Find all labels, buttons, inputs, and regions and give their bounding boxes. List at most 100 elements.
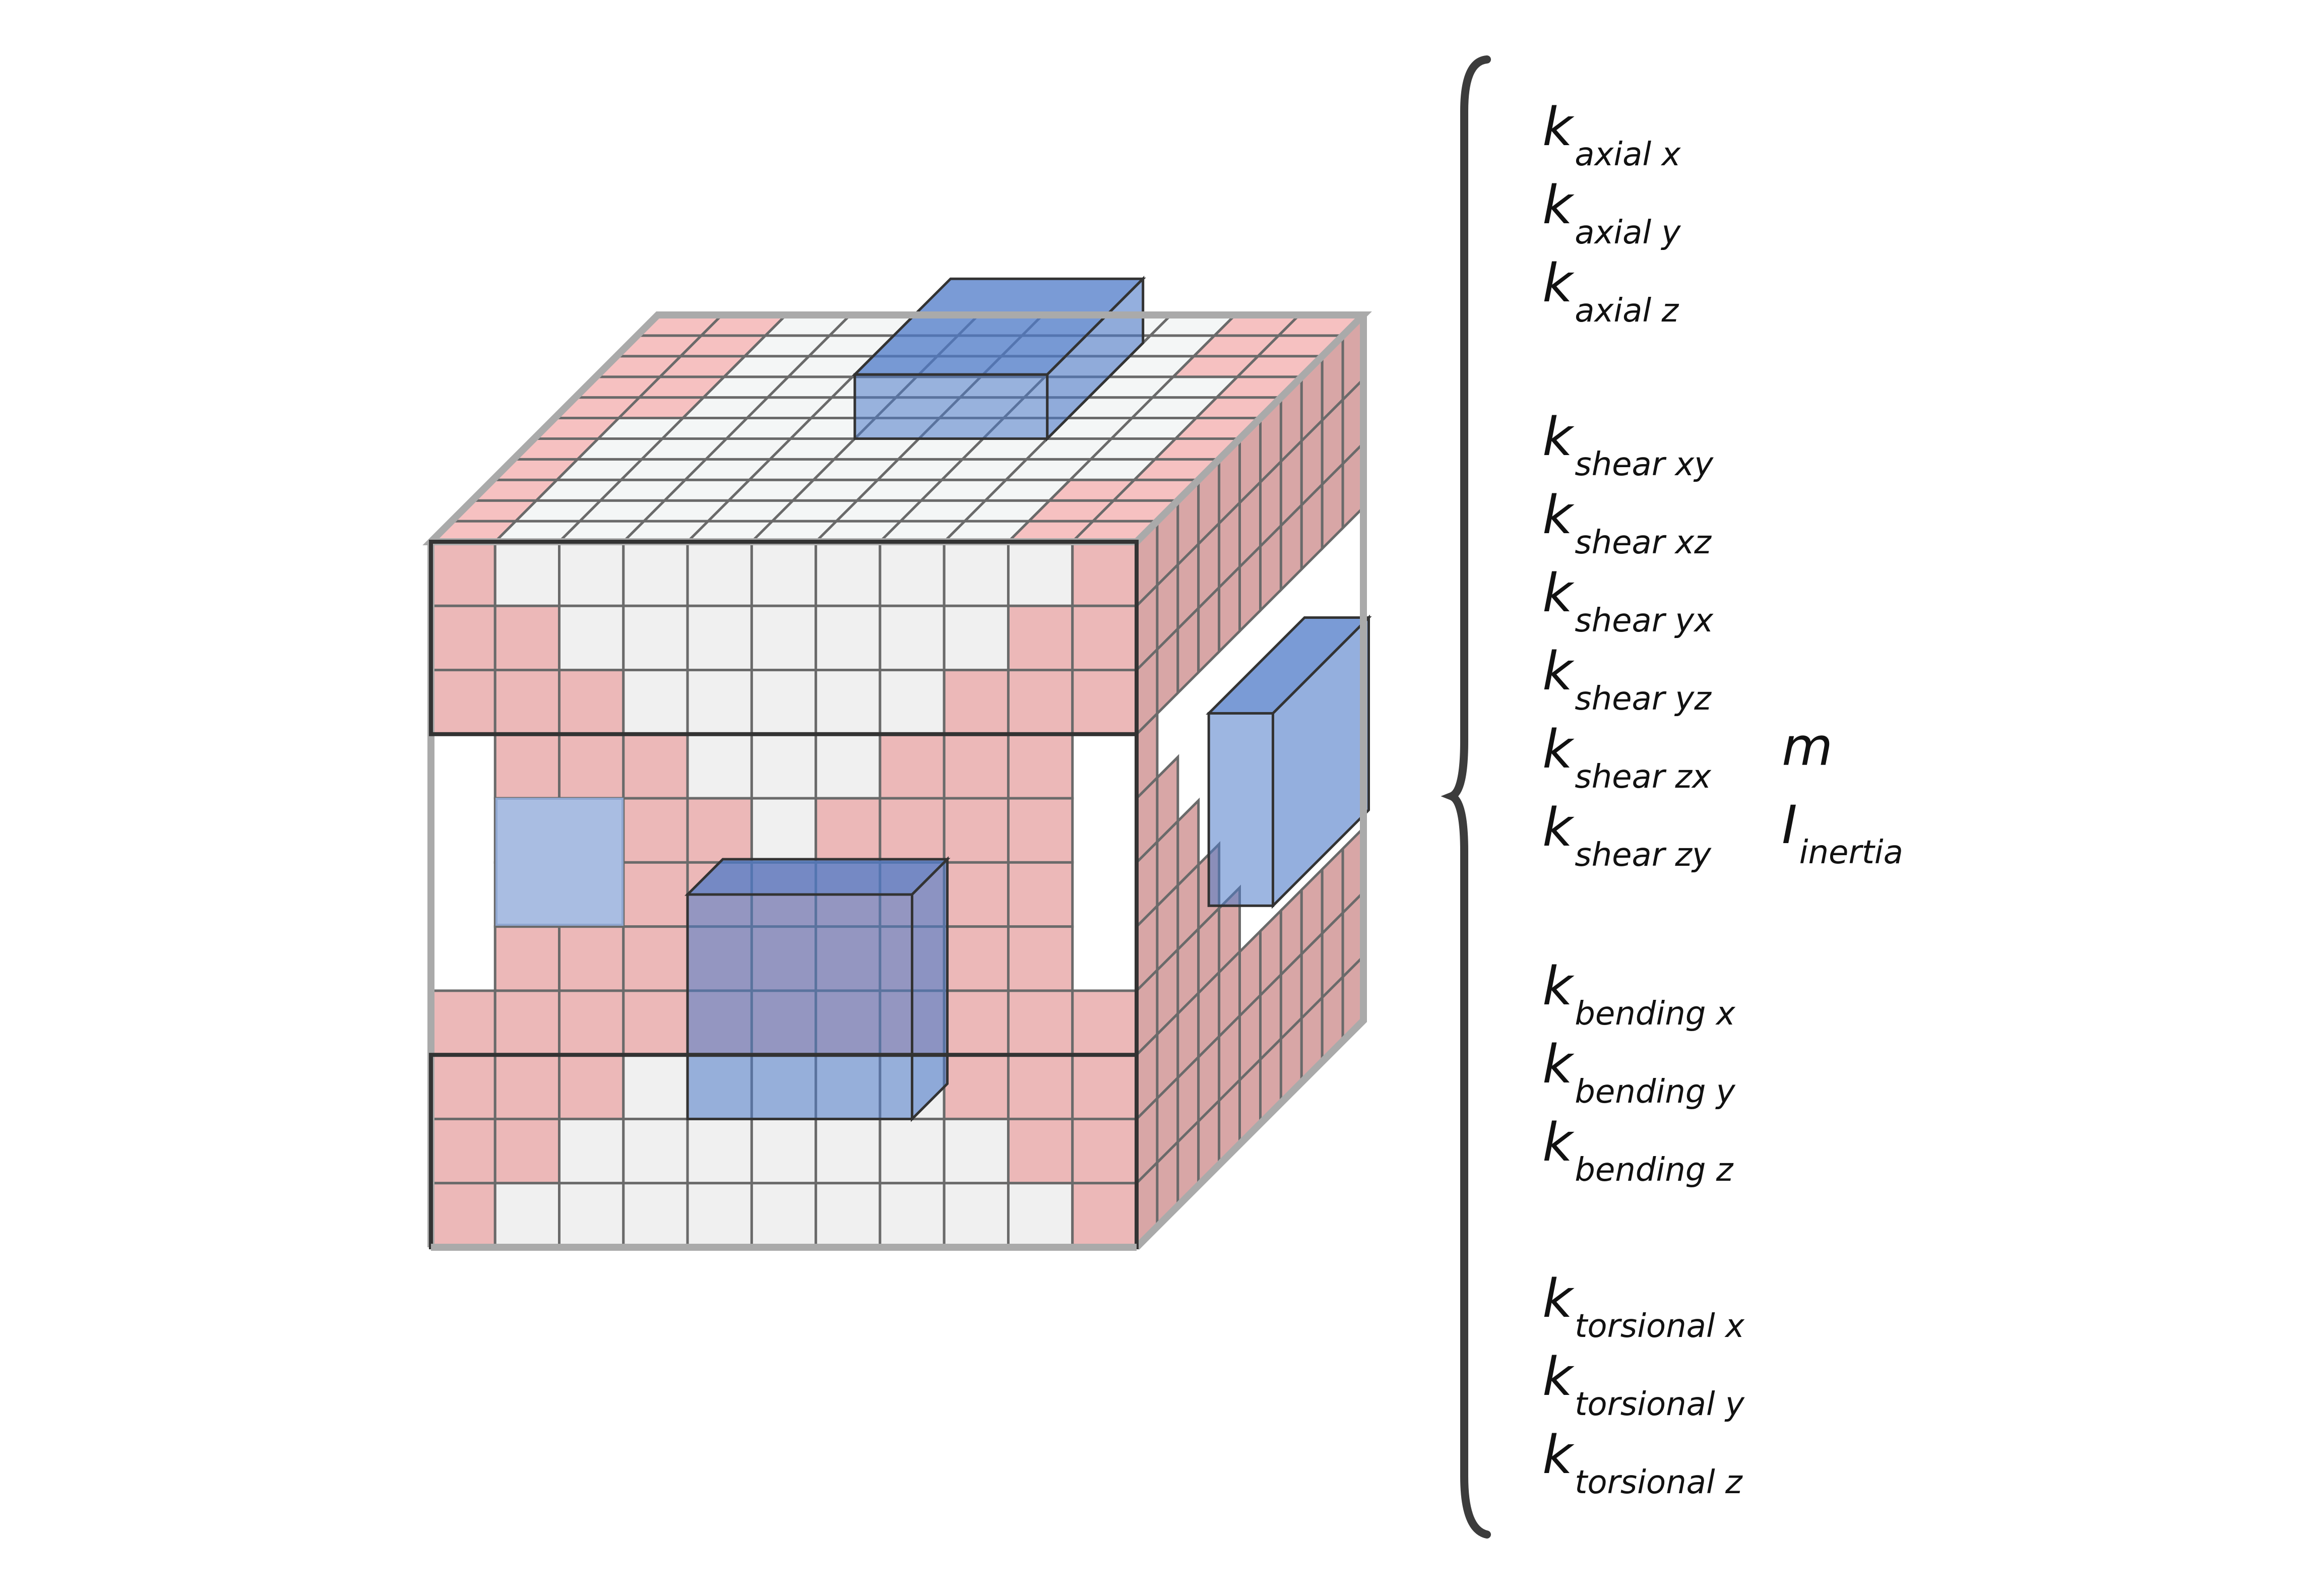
front-cell-white xyxy=(686,733,753,800)
label-mass: m xyxy=(1782,716,1833,778)
front-cell-pink xyxy=(943,1053,1010,1120)
front-cell-white xyxy=(943,540,1010,607)
label-k-torsional-z: ktorsional z xyxy=(1542,1424,1742,1501)
front-cell-white xyxy=(750,1117,818,1185)
front-cell-white xyxy=(815,1182,882,1249)
front-cell-white xyxy=(879,1182,946,1249)
front-cell-pink xyxy=(558,733,625,800)
front-cell-pink xyxy=(1071,1182,1138,1249)
front-cell-white xyxy=(943,1117,1010,1185)
front-cell-pink xyxy=(943,797,1010,864)
front-cell-pink xyxy=(622,733,689,800)
front-cell-pink xyxy=(622,797,689,864)
front-cell-white xyxy=(750,669,818,736)
front-cell-pink xyxy=(429,989,496,1056)
label-inertia: Iinertia xyxy=(1782,794,1903,871)
curly-brace-icon xyxy=(1441,55,1491,1539)
front-cell-pink xyxy=(1007,669,1074,736)
lattice-cube xyxy=(422,276,1372,1251)
front-cell-white xyxy=(750,733,818,800)
front-cell-white xyxy=(686,1182,753,1249)
label-k-bending-x: kbending x xyxy=(1542,955,1735,1033)
front-cell-white xyxy=(943,1182,1010,1249)
front-cell-white xyxy=(879,540,946,607)
front-cell-white xyxy=(1007,540,1074,607)
front-cell-white xyxy=(493,1182,561,1249)
front-cell-pink xyxy=(1007,797,1074,864)
front-cell-pink xyxy=(493,1053,561,1120)
label-k-torsional-x: ktorsional x xyxy=(1542,1268,1744,1345)
front-cell-pink xyxy=(1071,604,1138,672)
front-cell-pink xyxy=(493,733,561,800)
front-cell-pink xyxy=(622,925,689,992)
front-cell-white xyxy=(750,540,818,607)
front-cell-pink xyxy=(1007,989,1074,1056)
front-cell-pink xyxy=(686,797,753,864)
front-cell-pink xyxy=(429,1053,496,1120)
front-cell-white xyxy=(558,1117,625,1185)
front-cell-pink xyxy=(1007,733,1074,800)
front-cell-white xyxy=(750,604,818,672)
front-cell-white xyxy=(943,604,1010,672)
front-cell-white xyxy=(815,733,882,800)
label-k-bending-z: kbending z xyxy=(1542,1112,1733,1189)
front-cell-white xyxy=(622,669,689,736)
front-cell-white xyxy=(750,1182,818,1249)
front-cell-white xyxy=(622,604,689,672)
front-cell-pink xyxy=(1071,540,1138,607)
front-cell-pink xyxy=(943,989,1010,1056)
front-cell-white xyxy=(815,1117,882,1185)
front-cell-pink xyxy=(429,540,496,607)
center-block-front xyxy=(686,893,914,1120)
front-cell-pink xyxy=(1071,989,1138,1056)
center-block-side xyxy=(911,856,949,1122)
front-cell-white xyxy=(815,540,882,607)
front-cell-white xyxy=(750,797,818,864)
front-cell-pink xyxy=(429,1117,496,1185)
front-cell-white xyxy=(558,604,625,672)
front-cell-pink xyxy=(943,861,1010,928)
front-cell-pink xyxy=(1007,1117,1074,1185)
front-cell-white xyxy=(493,540,561,607)
front-cell-white xyxy=(686,1117,753,1185)
label-k-shear-xy: kshear xy xyxy=(1542,406,1714,483)
front-cell-pink xyxy=(815,797,882,864)
front-cell-pink xyxy=(558,989,625,1056)
front-cell-pink xyxy=(879,797,946,864)
front-cell-pink xyxy=(493,989,561,1056)
front-cell-white xyxy=(622,1117,689,1185)
front-cell-white xyxy=(879,1117,946,1185)
front-cell-pink xyxy=(493,1117,561,1185)
label-k-axial-x: kaxial x xyxy=(1542,96,1681,173)
front-cell-pink xyxy=(558,669,625,736)
front-cell-pink xyxy=(1071,669,1138,736)
front-cell-pink xyxy=(429,604,496,672)
front-cell-pink xyxy=(943,925,1010,992)
front-cell-white xyxy=(879,604,946,672)
front-cell-pink xyxy=(493,604,561,672)
front-cell-pink xyxy=(1071,1117,1138,1185)
label-k-axial-y: kaxial y xyxy=(1542,174,1681,251)
front-cell-white xyxy=(558,540,625,607)
label-k-shear-yx: kshear yx xyxy=(1542,562,1714,640)
front-cell-pink xyxy=(1007,604,1074,672)
front-cell-pink xyxy=(429,669,496,736)
label-k-shear-yz: kshear yz xyxy=(1542,641,1711,718)
front-cell-pink xyxy=(1071,1053,1138,1120)
front-cell-white xyxy=(686,540,753,607)
front-cell-pink xyxy=(493,669,561,736)
back-frame xyxy=(1134,315,1367,1250)
label-k-torsional-y: ktorsional y xyxy=(1542,1346,1744,1423)
front-cell-white xyxy=(1007,1182,1074,1249)
front-cell-white xyxy=(622,540,689,607)
front-cell-white xyxy=(622,1053,689,1120)
right-face-grid xyxy=(1135,311,1365,1251)
center-block-top xyxy=(684,858,951,896)
front-cell-pink xyxy=(622,989,689,1056)
front-cell-white xyxy=(686,669,753,736)
front-cell-pink xyxy=(879,733,946,800)
front-cell-pink xyxy=(558,925,625,992)
hidden-block xyxy=(495,798,623,926)
front-cell-white xyxy=(558,1182,625,1249)
front-cell-white xyxy=(622,1182,689,1249)
